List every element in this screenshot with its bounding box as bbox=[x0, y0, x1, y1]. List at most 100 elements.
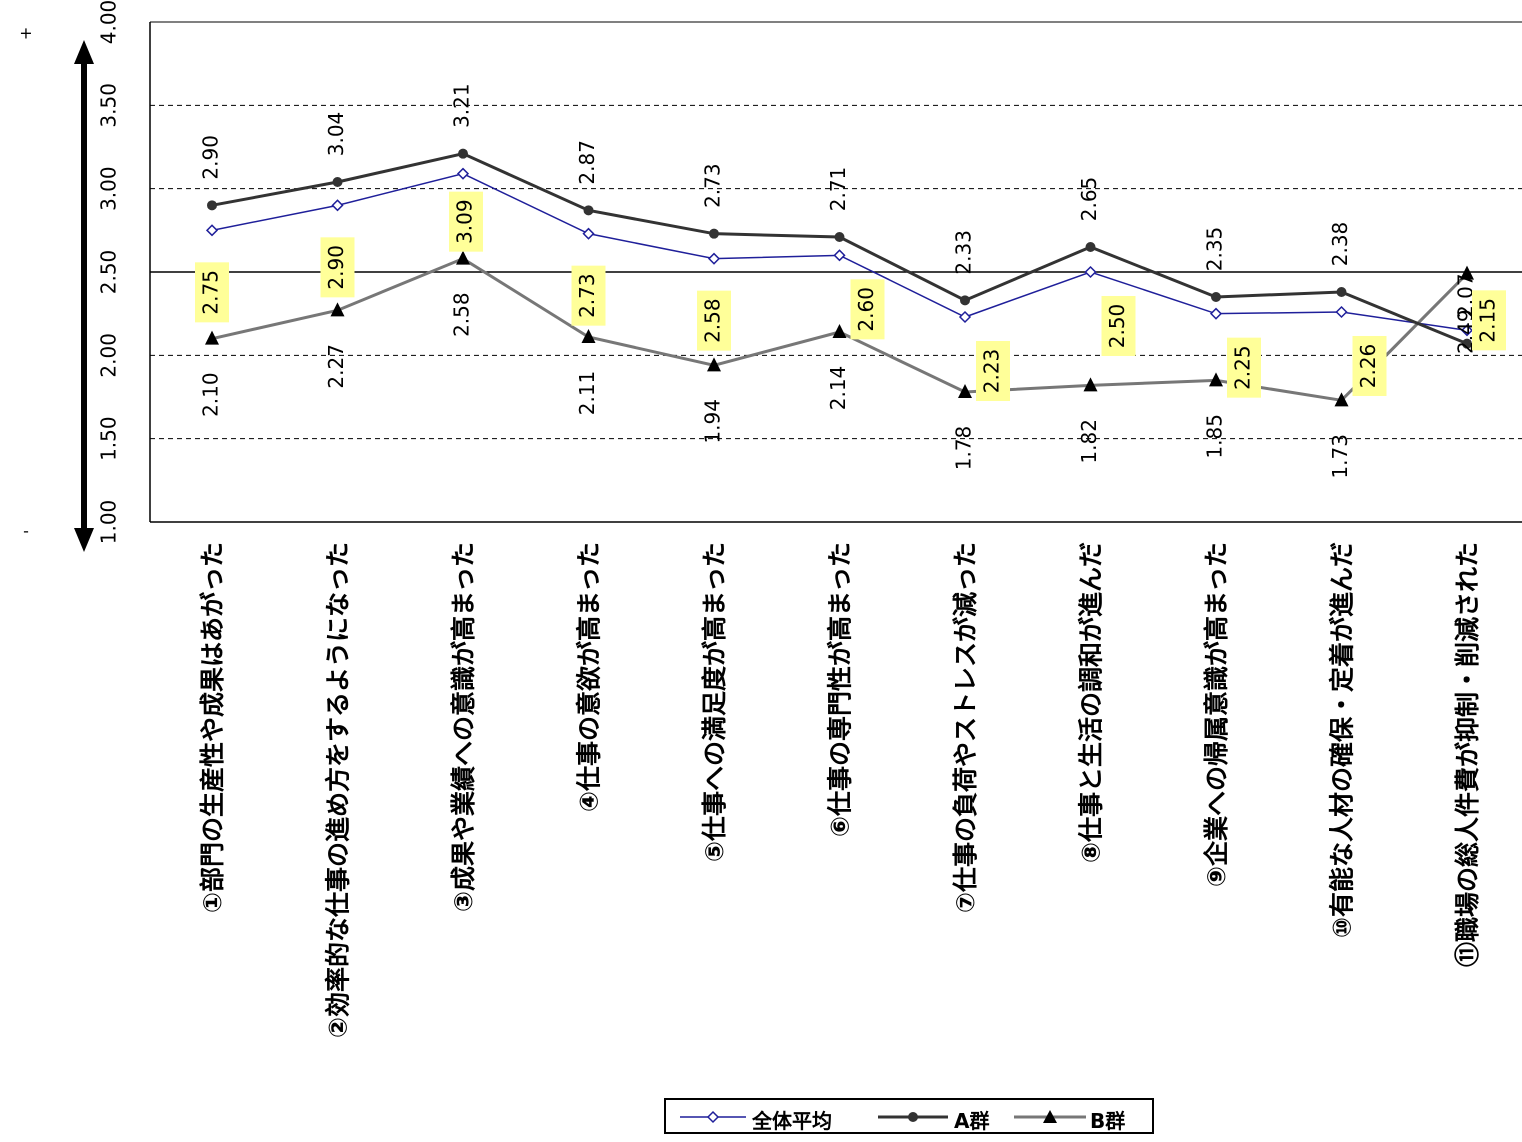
marker-overall bbox=[205, 224, 219, 237]
marker-a bbox=[834, 232, 845, 242]
marker-overall bbox=[1460, 324, 1474, 337]
y-tick-label: 1.50 bbox=[97, 416, 121, 461]
category-label: ⑪職場の総人件費が抑制・削減された bbox=[1453, 542, 1482, 967]
data-label-bg-overall bbox=[195, 262, 229, 323]
category-label: ④仕事の意欲が高まった bbox=[575, 542, 604, 812]
data-label-bg-overall bbox=[1101, 296, 1136, 356]
category-label: ⑦仕事の負荷やストレスが減った bbox=[951, 542, 980, 913]
data-label-bg-overall bbox=[1227, 337, 1261, 398]
data-label-a: 2.33 bbox=[952, 230, 976, 275]
legend: 全体平均 A群 B群 bbox=[664, 1098, 1154, 1134]
marker-overall bbox=[1084, 265, 1097, 279]
marker-overall bbox=[958, 310, 972, 324]
marker-a bbox=[1211, 292, 1221, 302]
data-label-a: 3.21 bbox=[450, 83, 474, 128]
category-label: ①部門の生産性や成果はあがった bbox=[198, 542, 227, 913]
data-label-b: 1.78 bbox=[952, 426, 976, 471]
y-tick-label: 3.00 bbox=[97, 166, 121, 211]
data-label-a: 2.35 bbox=[1203, 227, 1227, 272]
scale-arrow-head-down bbox=[74, 528, 94, 552]
marker-overall bbox=[582, 227, 595, 240]
category-label: ⑩有能な人材の確保・定着が進んだ bbox=[1328, 542, 1357, 938]
data-label-b: 2.10 bbox=[199, 372, 223, 417]
marker-overall bbox=[833, 249, 846, 262]
data-label-bg-overall bbox=[320, 237, 355, 298]
data-label-overall: 2.60 bbox=[854, 287, 878, 332]
data-label-a: 2.90 bbox=[199, 135, 223, 180]
data-label-a: 3.04 bbox=[324, 112, 348, 157]
data-label-overall: 2.90 bbox=[324, 245, 348, 290]
data-label-overall: 2.23 bbox=[980, 349, 1004, 394]
category-label: ⑥仕事の専門性が高まった bbox=[826, 542, 855, 837]
marker-b bbox=[456, 250, 470, 265]
marker-b bbox=[958, 384, 972, 398]
data-label-overall: 2.50 bbox=[1105, 304, 1129, 349]
scale-plus-label: + bbox=[19, 24, 32, 43]
scale-arrow-head-up bbox=[74, 40, 94, 64]
data-label-bg-overall bbox=[697, 290, 731, 351]
marker-b bbox=[581, 329, 596, 343]
marker-b bbox=[330, 302, 345, 317]
marker-b bbox=[1334, 392, 1349, 407]
y-tick-label: 4.00 bbox=[97, 0, 121, 44]
marker-a bbox=[1336, 287, 1347, 297]
marker-overall bbox=[1209, 307, 1223, 320]
data-label-bg-overall bbox=[449, 191, 483, 252]
data-label-b: 1.85 bbox=[1203, 414, 1227, 459]
y-tick-label: 1.00 bbox=[97, 500, 121, 545]
data-label-overall: 2.58 bbox=[701, 298, 725, 343]
legend-marker-circle bbox=[908, 1112, 918, 1122]
marker-overall bbox=[456, 167, 470, 180]
marker-b bbox=[832, 324, 847, 338]
data-label-b: 1.82 bbox=[1077, 419, 1101, 464]
marker-a bbox=[207, 200, 217, 211]
data-label-b: 2.58 bbox=[450, 292, 474, 337]
marker-b bbox=[1460, 265, 1474, 280]
y-tick-label: 3.50 bbox=[97, 83, 121, 128]
legend-label-0: 全体平均 bbox=[752, 1109, 832, 1133]
marker-b bbox=[1209, 372, 1223, 387]
data-label-overall: 2.26 bbox=[1356, 344, 1380, 389]
category-label: ⑨企業への帰属意識が高まった bbox=[1202, 542, 1231, 887]
data-label-overall: 2.25 bbox=[1231, 345, 1255, 390]
category-label: ②効率的な仕事の進め方をするようになった bbox=[324, 542, 353, 1038]
marker-a bbox=[709, 228, 719, 239]
data-label-a: 2.87 bbox=[575, 140, 599, 185]
data-label-overall: 2.73 bbox=[575, 273, 599, 318]
legend-label-1: A群 bbox=[954, 1109, 990, 1133]
marker-a bbox=[458, 148, 468, 159]
marker-a bbox=[1462, 338, 1472, 349]
legend-marker-triangle bbox=[1043, 1110, 1057, 1123]
marker-b bbox=[707, 357, 721, 372]
data-label-bg-overall bbox=[976, 341, 1010, 401]
marker-a bbox=[960, 295, 970, 306]
marker-overall bbox=[707, 252, 721, 265]
marker-a bbox=[332, 177, 343, 187]
legend-marker-diamond bbox=[706, 1110, 720, 1124]
marker-b bbox=[1083, 377, 1098, 392]
marker-b bbox=[205, 330, 219, 345]
data-label-b: 2.27 bbox=[324, 344, 348, 389]
data-label-b: 1.73 bbox=[1328, 434, 1352, 479]
data-label-a: 2.71 bbox=[826, 167, 850, 212]
data-label-bg-overall bbox=[1472, 290, 1506, 351]
category-label: ⑧仕事と生活の調和が進んだ bbox=[1077, 542, 1106, 863]
data-label-bg-overall bbox=[571, 265, 606, 326]
marker-overall bbox=[331, 199, 344, 212]
data-label-overall: 2.75 bbox=[199, 270, 223, 315]
y-tick-label: 2.50 bbox=[97, 250, 121, 295]
data-label-a: 2.38 bbox=[1328, 222, 1352, 267]
data-label-overall: 2.15 bbox=[1476, 298, 1500, 343]
data-label-overall: 3.09 bbox=[453, 199, 477, 244]
marker-a bbox=[1085, 242, 1096, 252]
legend-label-2: B群 bbox=[1090, 1109, 1126, 1133]
marker-a bbox=[583, 205, 594, 216]
data-label-b: 2.14 bbox=[826, 366, 850, 411]
scale-minus-label: - bbox=[23, 522, 29, 541]
data-label-a: 2.73 bbox=[701, 163, 725, 208]
data-label-bg-overall bbox=[1352, 336, 1387, 396]
data-label-a: 2.65 bbox=[1077, 177, 1101, 222]
data-label-bg-overall bbox=[850, 279, 885, 340]
category-label: ③成果や業績への意識が高まった bbox=[449, 542, 478, 912]
